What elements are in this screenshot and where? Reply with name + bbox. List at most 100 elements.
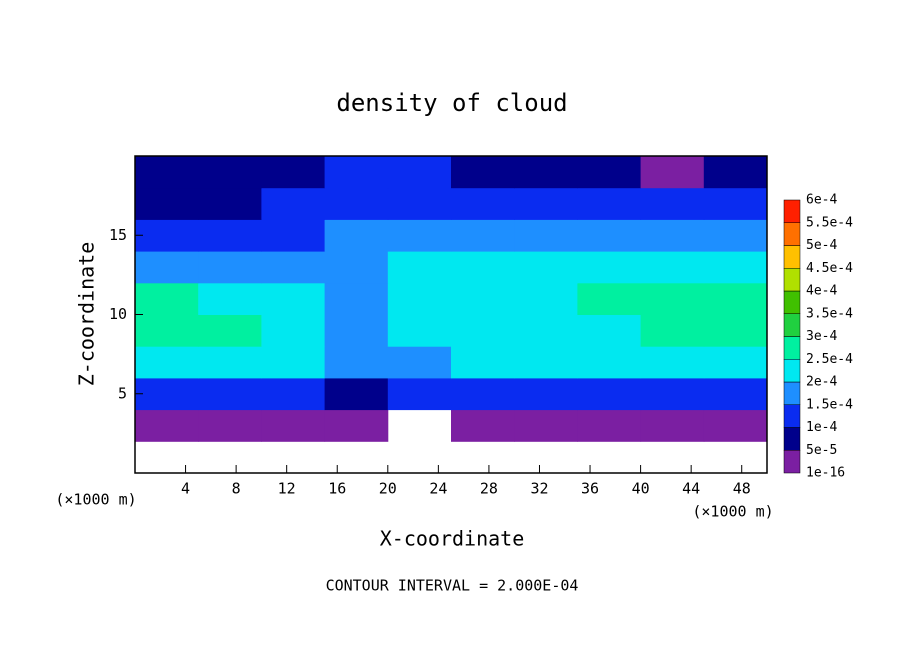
cell — [514, 346, 578, 379]
cell — [324, 409, 389, 442]
cell — [387, 346, 452, 379]
cell — [135, 219, 199, 252]
cell — [135, 251, 199, 284]
cell — [640, 251, 705, 284]
colorbar-swatch — [783, 336, 801, 360]
cell — [387, 187, 452, 220]
cell — [135, 156, 199, 189]
cell — [703, 187, 768, 220]
cell — [261, 251, 326, 284]
cell — [135, 377, 199, 411]
cell — [577, 156, 642, 189]
cell — [451, 409, 515, 442]
x-tick-label: 32 — [530, 480, 548, 498]
cell — [261, 409, 326, 442]
cell — [514, 409, 578, 442]
cell — [261, 346, 326, 379]
x-tick-label: 8 — [232, 480, 241, 498]
cell — [577, 346, 642, 379]
cell — [198, 409, 262, 442]
cell — [451, 187, 515, 220]
cell — [451, 377, 515, 411]
y-unit: (×1000 m) — [55, 491, 136, 509]
x-tick-label: 44 — [682, 480, 700, 498]
colorbar-swatch — [783, 268, 801, 292]
x-tick-label: 16 — [328, 480, 346, 498]
colorbar-label: 1e-4 — [806, 420, 837, 435]
cell — [577, 377, 642, 411]
x-tick-label: 24 — [429, 480, 447, 498]
cell — [640, 187, 705, 220]
cell — [261, 219, 326, 252]
cell — [577, 409, 642, 442]
x-tick-label: 28 — [480, 480, 498, 498]
cell — [703, 156, 768, 189]
cell — [135, 282, 199, 315]
cell — [451, 346, 515, 379]
x-tick-label: 48 — [733, 480, 751, 498]
footer: CONTOUR INTERVAL = 2.000E-04 — [326, 577, 579, 595]
cell — [198, 314, 262, 347]
cell — [261, 377, 326, 411]
cell — [324, 377, 389, 411]
cell — [514, 156, 578, 189]
colorbar-label: 5.5e-4 — [806, 215, 853, 230]
x-tick-label: 40 — [632, 480, 650, 498]
colorbar-label: 5e-4 — [806, 238, 837, 253]
cell — [135, 187, 199, 220]
cell — [198, 377, 262, 411]
colorbar-label: 2e-4 — [806, 375, 837, 390]
cell — [640, 409, 705, 442]
cell — [451, 251, 515, 284]
x-tick-label: 4 — [181, 480, 190, 498]
cell — [451, 314, 515, 347]
x-unit: (×1000 m) — [692, 503, 773, 521]
cell — [198, 187, 262, 220]
y-tick-label: 5 — [118, 384, 127, 402]
cell — [261, 282, 326, 315]
colorbar-swatch — [783, 404, 801, 428]
colorbar-swatch — [783, 381, 801, 405]
x-axis-title: X-coordinate — [380, 527, 525, 551]
cell — [135, 409, 199, 442]
cell — [703, 409, 768, 442]
cell — [640, 377, 705, 411]
cell — [387, 219, 452, 252]
colorbar-swatch — [783, 313, 801, 337]
colorbar-swatch — [783, 359, 801, 383]
cell — [514, 314, 578, 347]
colorbar-label: 3.5e-4 — [806, 306, 853, 321]
cell — [451, 282, 515, 315]
cell — [703, 251, 768, 284]
cell — [198, 219, 262, 252]
cell — [324, 156, 389, 189]
cell — [135, 314, 199, 347]
colorbar-swatch — [783, 427, 801, 451]
cell — [261, 187, 326, 220]
cell — [135, 346, 199, 379]
cell — [387, 377, 452, 411]
cell — [451, 156, 515, 189]
cell — [198, 346, 262, 379]
cell — [324, 251, 389, 284]
colorbar-swatch — [783, 245, 801, 269]
cell — [640, 314, 705, 347]
cell — [640, 156, 705, 189]
y-axis-title: Z-coordinate — [75, 242, 99, 387]
cell — [640, 346, 705, 379]
colorbar-swatch — [783, 450, 801, 474]
colorbar-swatch — [783, 290, 801, 314]
colorbar-label: 4e-4 — [806, 284, 837, 299]
cell — [324, 314, 389, 347]
y-tick-label: 10 — [109, 305, 127, 323]
colorbar-label: 5e-5 — [806, 443, 837, 458]
cell — [577, 219, 642, 252]
cell — [324, 219, 389, 252]
colorbar-label: 3e-4 — [806, 329, 837, 344]
colorbar-label: 1.5e-4 — [806, 397, 853, 412]
colorbar-label: 4.5e-4 — [806, 261, 853, 276]
chart-title: density of cloud — [336, 89, 567, 117]
colorbar-swatch — [783, 199, 801, 223]
cell — [261, 314, 326, 347]
